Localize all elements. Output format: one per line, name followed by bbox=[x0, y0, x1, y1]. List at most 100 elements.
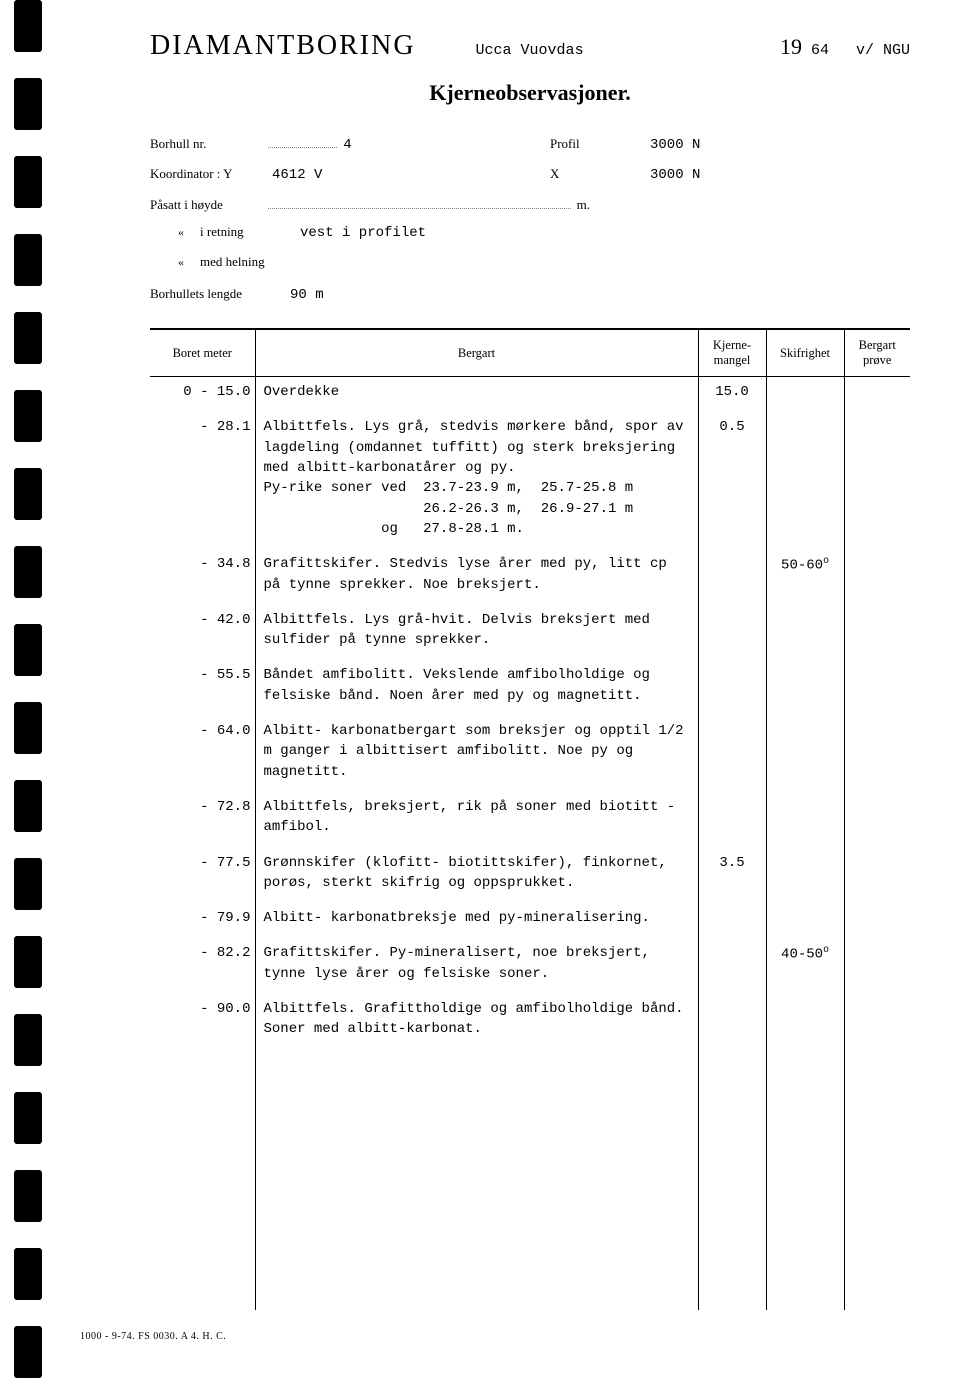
table-row: - 82.2Grafittskifer. Py-mineralisert, no… bbox=[150, 938, 910, 994]
table-row: - 34.8Grafittskifer. Stedvis lyse årer m… bbox=[150, 549, 910, 605]
borhull-label: Borhull nr. bbox=[150, 130, 262, 157]
table-row: - 90.0Albittfels. Grafittholdige og amfi… bbox=[150, 994, 910, 1050]
mangel-cell bbox=[698, 792, 766, 848]
prove-cell bbox=[844, 660, 910, 716]
org: v/ NGU bbox=[856, 42, 910, 59]
meter-cell: - 55.5 bbox=[150, 660, 255, 716]
meter-cell: - 34.8 bbox=[150, 549, 255, 605]
mangel-cell bbox=[698, 716, 766, 792]
borhull-value: 4 bbox=[343, 131, 351, 160]
hoyde-label: Påsatt i høyde bbox=[150, 191, 262, 218]
mangel-cell: 3.5 bbox=[698, 848, 766, 904]
meter-cell: - 64.0 bbox=[150, 716, 255, 792]
table-row: - 72.8Albittfels, breksjert, rik på sone… bbox=[150, 792, 910, 848]
year-prefix: 19 bbox=[780, 34, 802, 59]
mangel-cell bbox=[698, 605, 766, 661]
mangel-cell bbox=[698, 903, 766, 938]
meta-block: Borhull nr. 4 Profil 3000 N Koordinator … bbox=[150, 130, 910, 310]
table-row: - 79.9Albitt- karbonatbreksje med py-min… bbox=[150, 903, 910, 938]
skifrighet-cell: 40-50o bbox=[766, 938, 844, 994]
col-prove: Bergart prøve bbox=[844, 329, 910, 377]
bullet-mark: « bbox=[178, 220, 188, 245]
punch-holes bbox=[14, 0, 42, 1392]
mangel-cell bbox=[698, 549, 766, 605]
bergart-cell: Båndet amfibolitt. Vekslende amfibolhold… bbox=[255, 660, 698, 716]
location: Ucca Vuovdas bbox=[476, 42, 584, 59]
observations-table: Boret meter Bergart Kjerne- mangel Skifr… bbox=[150, 328, 910, 1309]
prove-cell bbox=[844, 938, 910, 994]
prove-cell bbox=[844, 549, 910, 605]
year-suffix: 64 bbox=[811, 42, 829, 59]
bergart-cell: Albittfels. Grafittholdige og amfibolhol… bbox=[255, 994, 698, 1050]
prove-cell bbox=[844, 412, 910, 549]
meter-cell: - 72.8 bbox=[150, 792, 255, 848]
year-org: 19 64 v/ NGU bbox=[780, 34, 910, 60]
profil-label: Profil bbox=[550, 130, 610, 157]
tail-cell bbox=[698, 1050, 766, 1310]
lengde-label: Borhullets lengde bbox=[150, 280, 290, 307]
tail-cell bbox=[150, 1050, 255, 1310]
mangel-cell: 0.5 bbox=[698, 412, 766, 549]
skifrighet-cell bbox=[766, 792, 844, 848]
section-title: Kjerneobservasjoner. bbox=[150, 80, 910, 106]
bergart-cell: Grafittskifer. Py-mineralisert, noe brek… bbox=[255, 938, 698, 994]
tail-cell bbox=[255, 1050, 698, 1310]
prove-cell bbox=[844, 903, 910, 938]
bergart-cell: Albitt- karbonatbergart som breksjer og … bbox=[255, 716, 698, 792]
col-meter: Boret meter bbox=[150, 329, 255, 377]
bergart-cell: Overdekke bbox=[255, 377, 698, 413]
table-row: - 77.5Grønnskifer (klofitt- biotittskife… bbox=[150, 848, 910, 904]
koord-value: 4612 V bbox=[272, 161, 322, 190]
mangel-cell bbox=[698, 660, 766, 716]
col-mangel-l1: Kjerne- bbox=[713, 338, 751, 352]
bergart-cell: Grafittskifer. Stedvis lyse årer med py,… bbox=[255, 549, 698, 605]
footer-print-code: 1000 - 9-74. FS 0030. A 4. H. C. bbox=[80, 1331, 226, 1342]
bergart-cell: Grønnskifer (klofitt- biotittskifer), fi… bbox=[255, 848, 698, 904]
prove-cell bbox=[844, 377, 910, 413]
table-row: 0 - 15.0Overdekke15.0 bbox=[150, 377, 910, 413]
skifrighet-cell bbox=[766, 716, 844, 792]
col-prove-l2: prøve bbox=[863, 353, 891, 367]
meter-cell: - 90.0 bbox=[150, 994, 255, 1050]
skifrighet-cell bbox=[766, 412, 844, 549]
bergart-cell: Albittfels. Lys grå, stedvis mørkere bån… bbox=[255, 412, 698, 549]
hoyde-unit: m. bbox=[577, 191, 590, 218]
main-title: DIAMANTBORING bbox=[150, 30, 416, 62]
col-mangel: Kjerne- mangel bbox=[698, 329, 766, 377]
meter-cell: - 28.1 bbox=[150, 412, 255, 549]
meter-cell: - 77.5 bbox=[150, 848, 255, 904]
col-mangel-l2: mangel bbox=[714, 353, 751, 367]
header: DIAMANTBORING Ucca Vuovdas 19 64 v/ NGU bbox=[150, 30, 910, 62]
table-row: - 42.0Albittfels. Lys grå-hvit. Delvis b… bbox=[150, 605, 910, 661]
retning-label: i retning bbox=[200, 218, 288, 245]
col-skifrighet: Skifrighet bbox=[766, 329, 844, 377]
tail-cell bbox=[766, 1050, 844, 1310]
prove-cell bbox=[844, 848, 910, 904]
mangel-cell bbox=[698, 994, 766, 1050]
skifrighet-cell bbox=[766, 605, 844, 661]
retning-value: vest i profilet bbox=[300, 219, 426, 248]
lengde-value: 90 m bbox=[290, 281, 324, 310]
meter-cell: - 79.9 bbox=[150, 903, 255, 938]
col-bergart: Bergart bbox=[255, 329, 698, 377]
profil-value: 3000 N bbox=[650, 131, 700, 160]
prove-cell bbox=[844, 994, 910, 1050]
table-tail bbox=[150, 1050, 910, 1310]
bullet-mark: « bbox=[178, 250, 188, 275]
prove-cell bbox=[844, 792, 910, 848]
bergart-cell: Albitt- karbonatbreksje med py-mineralis… bbox=[255, 903, 698, 938]
helning-label: med helning bbox=[200, 248, 288, 275]
skifrighet-cell: 50-60o bbox=[766, 549, 844, 605]
skifrighet-cell bbox=[766, 994, 844, 1050]
prove-cell bbox=[844, 605, 910, 661]
bergart-cell: Albittfels. Lys grå-hvit. Delvis breksje… bbox=[255, 605, 698, 661]
table-row: - 55.5Båndet amfibolitt. Vekslende amfib… bbox=[150, 660, 910, 716]
skifrighet-cell bbox=[766, 660, 844, 716]
meter-cell: 0 - 15.0 bbox=[150, 377, 255, 413]
tail-cell bbox=[844, 1050, 910, 1310]
koord-label: Koordinator : Y bbox=[150, 160, 262, 187]
table-row: - 28.1Albittfels. Lys grå, stedvis mørke… bbox=[150, 412, 910, 549]
x-label: X bbox=[550, 160, 610, 187]
mangel-cell bbox=[698, 938, 766, 994]
prove-cell bbox=[844, 716, 910, 792]
